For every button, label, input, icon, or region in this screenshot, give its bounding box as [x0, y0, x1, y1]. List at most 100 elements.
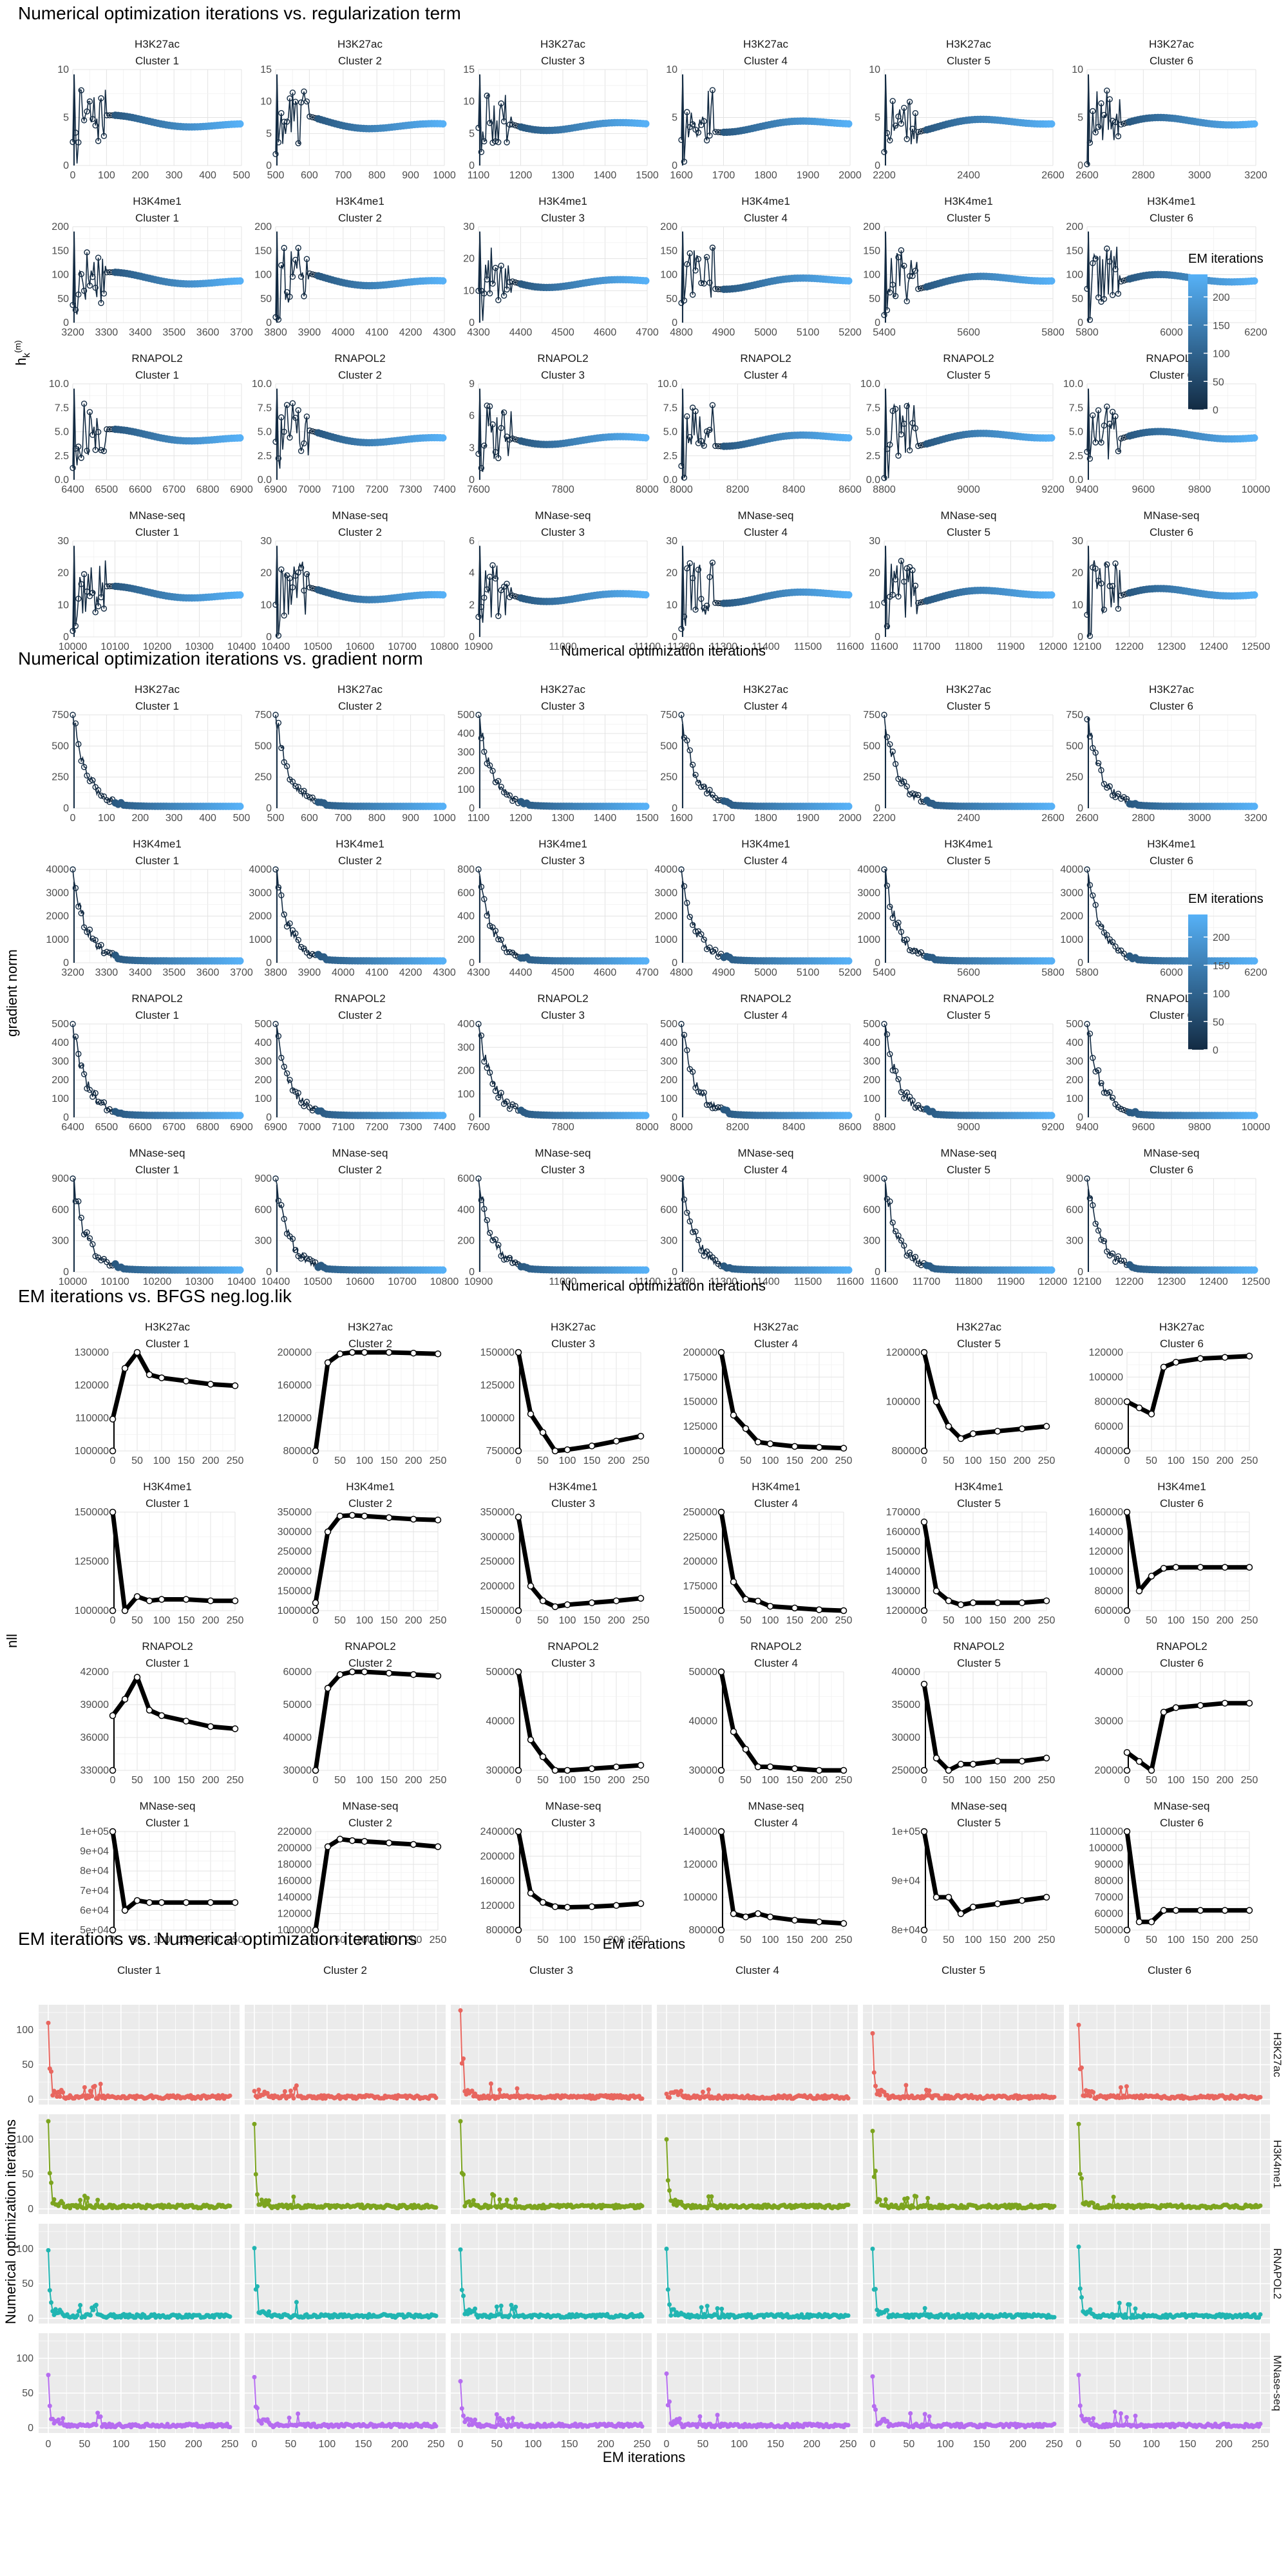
y-tick-label: 10 [1072, 600, 1083, 611]
x-tick-label: 0 [1124, 1455, 1130, 1466]
data-point [121, 1696, 129, 1703]
data-point [994, 1428, 1001, 1435]
strip-row-label: H3K4me1 [336, 838, 384, 850]
x-tick-label: 3000 [1188, 170, 1211, 181]
x-tick-label: 0 [719, 1455, 724, 1466]
y-tick-label: 0 [672, 1112, 677, 1123]
y-tick-label: 200 [457, 1236, 475, 1247]
x-tick-label: 10900 [464, 1276, 493, 1287]
y-tick-label: 350000 [278, 1507, 312, 1518]
x-tick-label: 6000 [1160, 967, 1183, 978]
y-tick-label: 100 [52, 270, 69, 281]
data-point [281, 245, 287, 251]
panel-nll-r1-c2 [515, 1511, 645, 1615]
y-tick-label: 120000 [75, 1380, 109, 1391]
x-tick-label: 11800 [954, 641, 982, 652]
data-point [840, 1607, 848, 1615]
y-tick-label: 100000 [75, 1446, 109, 1457]
x-tick-label: 10800 [430, 1276, 459, 1287]
data-point [1086, 317, 1094, 323]
y-tick-label: 50 [1072, 294, 1083, 305]
legend-tick-label: 150 [1213, 961, 1230, 972]
panel-reg-r2-c4 [881, 383, 1056, 481]
y-tick-label: 500 [52, 741, 69, 752]
data-point [283, 118, 290, 125]
y-tick-label: 150 [52, 245, 69, 256]
data-point [1245, 1564, 1253, 1571]
y-tick-label: 0 [1077, 803, 1083, 814]
y-tick-label: 150000 [278, 1586, 312, 1596]
data-point [481, 442, 488, 449]
strip-col-label: Cluster 2 [348, 1338, 392, 1350]
data-point [1048, 1266, 1056, 1274]
section-title: Numerical optimization iterations vs. re… [18, 3, 461, 23]
strip-row-label: H3K27ac [551, 1321, 596, 1333]
y-tick-label: 200 [863, 1075, 880, 1086]
data-point [1109, 117, 1116, 124]
data-point [945, 1423, 952, 1430]
data-point [945, 1597, 952, 1604]
panel-grad-r2-c4 [881, 1021, 1056, 1119]
x-tick-label: 800 [368, 813, 386, 824]
data-point [730, 1578, 737, 1586]
x-tick-label: 4900 [712, 327, 735, 338]
data-point [303, 413, 310, 420]
data-point [478, 149, 485, 155]
legend-title: EM iterations [1188, 892, 1264, 906]
strip-col-label: Cluster 5 [947, 700, 990, 712]
x-tick-label: 6600 [129, 1122, 152, 1133]
data-point [236, 957, 244, 965]
data-point [1251, 957, 1258, 965]
y-tick-label: 20 [1072, 568, 1083, 579]
panel-grad-r0-c0 [70, 712, 244, 810]
data-point [1048, 277, 1056, 285]
panel-reg-r0-c0 [70, 69, 244, 166]
data-point [86, 98, 93, 105]
data-point [527, 1410, 535, 1417]
y-tick-label: 100 [457, 1089, 475, 1100]
x-tick-label: 6500 [95, 484, 118, 495]
data-point [336, 1671, 344, 1678]
legend-tick-label: 200 [1213, 292, 1230, 303]
strip-row-label: H3K4me1 [538, 838, 587, 850]
data-point [1123, 1508, 1131, 1516]
strip-col-label: Cluster 5 [947, 855, 990, 867]
data-point [642, 591, 650, 599]
y-tick-label: 400 [1066, 1037, 1083, 1048]
data-point [492, 449, 499, 455]
x-tick-label: 11500 [794, 641, 822, 652]
x-tick-label: 10500 [303, 1276, 332, 1287]
legend-tick-label: 0 [1213, 405, 1218, 416]
data-point [439, 434, 447, 442]
y-tick-label: 0 [672, 1267, 677, 1278]
x-tick-label: 7000 [298, 1122, 321, 1133]
data-point [98, 95, 104, 102]
y-tick-label: 60000 [1095, 1605, 1124, 1616]
data-point [500, 118, 507, 125]
data-point [1086, 139, 1094, 146]
x-tick-label: 250 [1241, 1455, 1258, 1466]
data-point [678, 137, 685, 144]
data-point [1160, 1564, 1168, 1572]
data-point [1092, 255, 1099, 262]
y-tick-label: 200 [863, 222, 880, 232]
data-point [292, 99, 299, 105]
x-tick-label: 1500 [636, 170, 659, 181]
data-point [1148, 1410, 1155, 1417]
x-tick-label: 50 [131, 1775, 143, 1786]
x-tick-label: 6200 [1244, 967, 1267, 978]
x-tick-label: 4300 [467, 967, 490, 978]
strip-row-label: H3K4me1 [1147, 838, 1196, 850]
data-point [1098, 100, 1104, 107]
x-tick-label: 8200 [726, 1122, 750, 1133]
x-tick-label: 5600 [957, 967, 980, 978]
y-tick-label: 36000 [80, 1732, 109, 1743]
data-point [303, 256, 310, 262]
x-tick-label: 4300 [467, 327, 490, 338]
x-tick-label: 4700 [636, 967, 659, 978]
x-tick-label: 3200 [1244, 813, 1267, 824]
data-point [272, 439, 279, 445]
data-point [92, 285, 99, 291]
x-tick-label: 1700 [712, 170, 735, 181]
x-tick-label: 8000 [670, 1122, 693, 1133]
